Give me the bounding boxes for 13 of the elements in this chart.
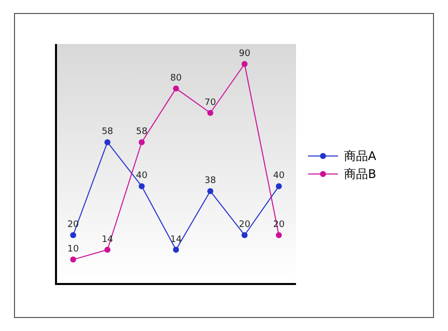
data-label: 38 [204,176,216,186]
data-label: 80 [170,73,182,84]
data-label: 70 [204,98,216,108]
legend-label: 商品A [344,149,377,163]
data-label: 58 [136,127,148,138]
data-label: 40 [273,171,285,182]
data-label: 90 [238,49,251,59]
data-label: 40 [136,171,148,182]
data-label: 10 [67,244,80,255]
data-label: 58 [102,127,114,138]
data-label: 14 [170,234,182,245]
legend-label: 商品B [344,167,376,181]
data-label: 20 [238,220,251,230]
